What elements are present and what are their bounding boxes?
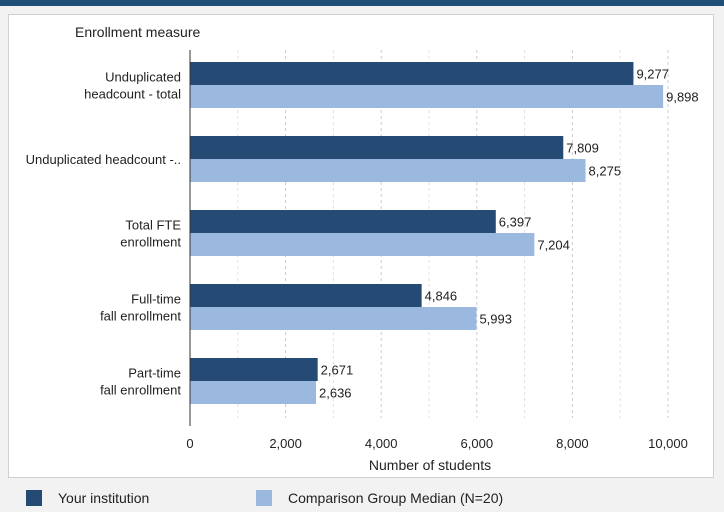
legend-swatch xyxy=(256,490,272,506)
category-label: Unduplicated headcount -.. xyxy=(26,152,181,167)
category-label: headcount - total xyxy=(84,87,181,102)
category-label: enrollment xyxy=(120,235,181,250)
legend-label: Your institution xyxy=(58,490,150,506)
x-tick-label: 10,000 xyxy=(648,436,688,451)
bar-value-label: 8,275 xyxy=(589,164,622,179)
bar xyxy=(190,233,535,256)
bar-value-label: 7,204 xyxy=(537,238,570,253)
bar-value-label: 2,636 xyxy=(319,386,352,401)
x-tick-label: 8,000 xyxy=(556,436,589,451)
bar xyxy=(190,381,317,404)
legend-item-comparison-median: Comparison Group Median (N=20) xyxy=(256,490,503,506)
category-label: Full-time xyxy=(131,292,181,307)
category-label: fall enrollment xyxy=(100,383,181,398)
category-axis-title: Enrollment measure xyxy=(75,24,200,40)
legend: Your institution Comparison Group Median… xyxy=(0,482,724,512)
x-tick-label: 2,000 xyxy=(269,436,302,451)
bar-value-label: 2,671 xyxy=(321,363,354,378)
bar-value-label: 5,993 xyxy=(479,312,512,327)
bars: 9,277 9,898 7,809 8,275 6,397 7,204 4,846 5,993… xyxy=(190,62,699,404)
category-labels: Unduplicated headcount - total Unduplicate… xyxy=(26,70,182,398)
enrollment-bar-chart: Enrollment measure 9,277 9,898 7,809 8,275 6… xyxy=(26,24,699,473)
bar xyxy=(190,62,634,85)
x-tick-label: 6,000 xyxy=(461,436,494,451)
x-tick-label: 0 xyxy=(186,436,193,451)
category-label: Unduplicated xyxy=(105,70,181,85)
x-tick-label: 4,000 xyxy=(365,436,398,451)
bar xyxy=(190,85,664,108)
category-label: fall enrollment xyxy=(100,309,181,324)
bar xyxy=(190,136,564,159)
category-label: Total FTE xyxy=(125,218,181,233)
bar xyxy=(190,210,496,233)
bar-value-label: 9,277 xyxy=(636,67,669,82)
x-axis-ticks: 0 2,000 4,000 6,000 8,000 10,000 xyxy=(186,436,688,451)
bar xyxy=(190,307,477,330)
bar-value-label: 6,397 xyxy=(499,215,532,230)
legend-swatch xyxy=(26,490,42,506)
x-axis-title: Number of students xyxy=(369,457,491,473)
bar xyxy=(190,284,422,307)
category-label: Part-time xyxy=(128,366,181,381)
legend-label: Comparison Group Median (N=20) xyxy=(288,490,504,506)
legend-item-your-institution: Your institution xyxy=(26,490,149,506)
header-bar xyxy=(0,0,724,6)
bar xyxy=(190,159,586,182)
bar-value-label: 9,898 xyxy=(666,90,699,105)
bar xyxy=(190,358,318,381)
bar-value-label: 7,809 xyxy=(566,141,599,156)
bar-value-label: 4,846 xyxy=(425,289,458,304)
